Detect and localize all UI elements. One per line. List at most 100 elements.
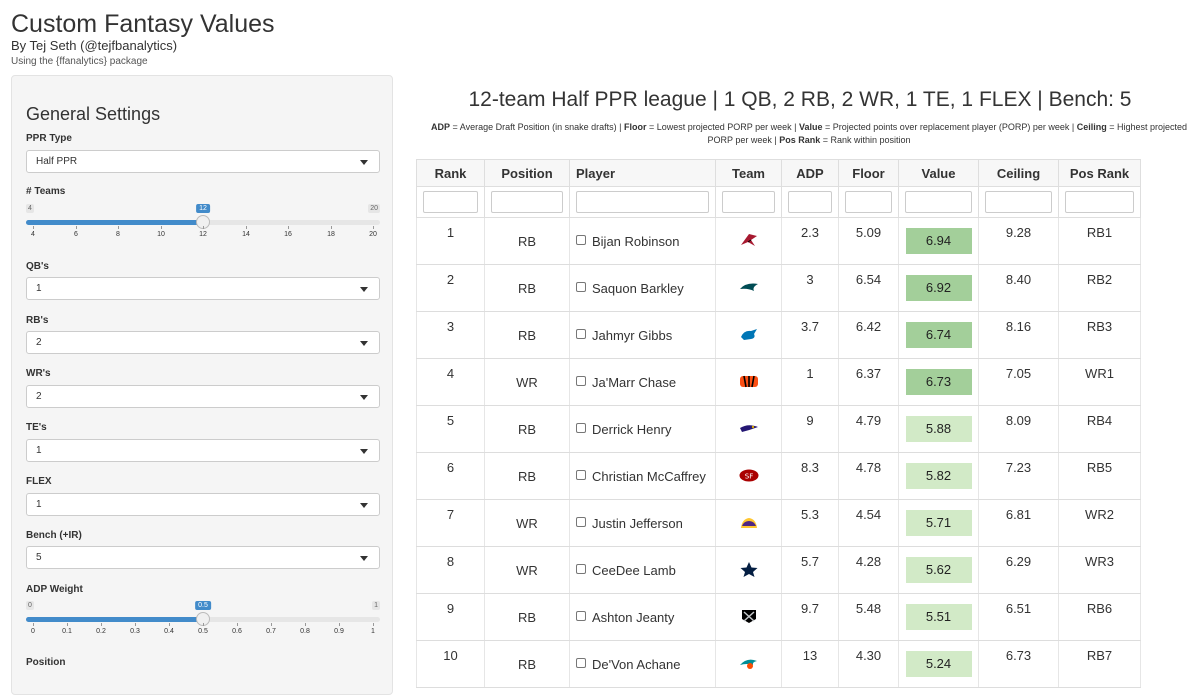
player-checkbox[interactable] xyxy=(576,422,586,433)
column-filter-input[interactable] xyxy=(1065,191,1134,213)
player-name: CeeDee Lamb xyxy=(592,562,676,578)
position-label: Position xyxy=(26,657,66,668)
dolphins-logo-icon xyxy=(738,655,760,671)
player-name: Ashton Jeanty xyxy=(592,609,675,625)
column-header-pos-rank[interactable]: Pos Rank xyxy=(1058,159,1141,187)
floor-cell: 6.54 xyxy=(838,264,899,312)
table-row[interactable]: 10 RB De'Von Achane 13 4.30 5.24 6.73 RB7 xyxy=(416,640,1141,688)
slider-tick-label: 0.8 xyxy=(300,628,310,635)
slider-tick xyxy=(76,226,77,229)
rb-select[interactable]: 2 xyxy=(26,331,380,354)
legend-term: Ceiling xyxy=(1076,122,1107,132)
column-filter-input[interactable] xyxy=(845,191,892,213)
te-value: 1 xyxy=(36,445,42,456)
pos-rank-cell: RB5 xyxy=(1058,452,1141,500)
table-row[interactable]: 4 WR Ja'Marr Chase 1 6.37 6.73 7.05 WR1 xyxy=(416,358,1141,406)
column-filter-input[interactable] xyxy=(905,191,972,213)
value-cell: 5.24 xyxy=(898,640,979,688)
teams-slider[interactable]: 4 20 12 4 6 8 10 12 14 16 18 20 xyxy=(26,204,380,240)
player-name: Ja'Marr Chase xyxy=(592,374,677,390)
player-cell: Derrick Henry xyxy=(569,405,716,453)
slider-tick-label: 18 xyxy=(327,231,335,238)
rank-cell: 4 xyxy=(416,358,485,406)
table-row[interactable]: 9 RB Ashton Jeanty 9.7 5.48 5.51 6.51 RB6 xyxy=(416,593,1141,641)
table-row[interactable]: 6 RB Christian McCaffrey SF 8.3 4.78 5.82 7.23 R… xyxy=(416,452,1141,500)
svg-text:SF: SF xyxy=(744,472,752,480)
qb-select[interactable]: 1 xyxy=(26,277,380,300)
column-header-position[interactable]: Position xyxy=(484,159,570,187)
player-name: De'Von Achane xyxy=(592,656,681,672)
team-cell xyxy=(715,217,782,265)
column-header-player[interactable]: Player xyxy=(569,159,716,187)
slider-tick xyxy=(118,226,119,229)
column-filter-input[interactable] xyxy=(788,191,832,213)
table-row[interactable]: 2 RB Saquon Barkley 3 6.54 6.92 8.40 RB2 xyxy=(416,264,1141,312)
column-filter-input[interactable] xyxy=(722,191,775,213)
slider-tick-label: 12 xyxy=(199,231,207,238)
team-cell xyxy=(715,405,782,453)
column-filter-input[interactable] xyxy=(423,191,478,213)
value-cell: 5.88 xyxy=(898,405,979,453)
slider-tick-label: 14 xyxy=(242,231,250,238)
adp-slider-min: 0 xyxy=(26,601,34,610)
ceiling-cell: 8.40 xyxy=(978,264,1059,312)
player-cell: Ja'Marr Chase xyxy=(569,358,716,406)
table-row[interactable]: 7 WR Justin Jefferson 5.3 4.54 5.71 6.81 WR2 xyxy=(416,499,1141,547)
chevron-down-icon xyxy=(360,287,368,292)
player-checkbox[interactable] xyxy=(576,328,586,339)
player-checkbox[interactable] xyxy=(576,563,586,574)
slider-tick-label: 6 xyxy=(74,231,78,238)
column-filter-input[interactable] xyxy=(491,191,563,213)
table-row[interactable]: 8 WR CeeDee Lamb 5.7 4.28 5.62 6.29 WR3 xyxy=(416,546,1141,594)
slider-tick xyxy=(288,226,289,229)
bengals-logo-icon xyxy=(738,373,760,389)
adp-weight-slider[interactable]: 0 1 0.5 0 0.1 0.2 0.3 0.4 0.5 0.6 0.7 0.8 0.9 1 xyxy=(26,601,380,637)
table-row[interactable]: 5 RB Derrick Henry 9 4.79 5.88 8.09 RB4 xyxy=(416,405,1141,453)
column-header-adp[interactable]: ADP xyxy=(781,159,839,187)
slider-tick xyxy=(169,623,170,626)
column-header-team[interactable]: Team xyxy=(715,159,782,187)
player-checkbox[interactable] xyxy=(576,610,586,621)
column-header-floor[interactable]: Floor xyxy=(838,159,899,187)
flex-select[interactable]: 1 xyxy=(26,493,380,516)
wr-select[interactable]: 2 xyxy=(26,385,380,408)
player-checkbox[interactable] xyxy=(576,375,586,386)
player-checkbox[interactable] xyxy=(576,657,586,668)
teams-slider-value: 12 xyxy=(196,204,210,213)
column-header-ceiling[interactable]: Ceiling xyxy=(978,159,1059,187)
pos-rank-cell: RB2 xyxy=(1058,264,1141,312)
column-header-value[interactable]: Value xyxy=(898,159,979,187)
adp-slider-ticks: 0 0.1 0.2 0.3 0.4 0.5 0.6 0.7 0.8 0.9 1 xyxy=(26,623,380,637)
rank-cell: 3 xyxy=(416,311,485,359)
ppr-type-select[interactable]: Half PPR xyxy=(26,150,380,173)
player-checkbox[interactable] xyxy=(576,281,586,292)
slider-tick xyxy=(246,226,247,229)
adp-cell: 9.7 xyxy=(781,593,839,641)
adp-cell: 9 xyxy=(781,405,839,453)
position-cell: RB xyxy=(484,593,570,641)
rank-cell: 7 xyxy=(416,499,485,547)
floor-cell: 6.37 xyxy=(838,358,899,406)
table-row[interactable]: 3 RB Jahmyr Gibbs 3.7 6.42 6.74 8.16 RB3 xyxy=(416,311,1141,359)
value-badge: 5.82 xyxy=(905,463,972,489)
slider-tick xyxy=(271,623,272,626)
player-checkbox[interactable] xyxy=(576,469,586,480)
column-filter-input[interactable] xyxy=(985,191,1052,213)
position-cell: RB xyxy=(484,640,570,688)
te-select[interactable]: 1 xyxy=(26,439,380,462)
value-cell: 5.82 xyxy=(898,452,979,500)
column-header-rank[interactable]: Rank xyxy=(416,159,485,187)
player-checkbox[interactable] xyxy=(576,234,586,245)
slider-tick-label: 0.6 xyxy=(232,628,242,635)
value-badge: 6.74 xyxy=(905,322,972,348)
teams-slider-max: 20 xyxy=(368,204,380,213)
column-filter-input[interactable] xyxy=(576,191,709,213)
slider-tick xyxy=(373,226,374,229)
bench-select[interactable]: 5 xyxy=(26,546,380,569)
player-checkbox[interactable] xyxy=(576,516,586,527)
player-name: Bijan Robinson xyxy=(592,233,680,249)
ceiling-cell: 7.23 xyxy=(978,452,1059,500)
slider-tick-label: 0.1 xyxy=(62,628,72,635)
table-row[interactable]: 1 RB Bijan Robinson 2.3 5.09 6.94 9.28 RB1 xyxy=(416,217,1141,265)
value-badge: 5.71 xyxy=(905,510,972,536)
